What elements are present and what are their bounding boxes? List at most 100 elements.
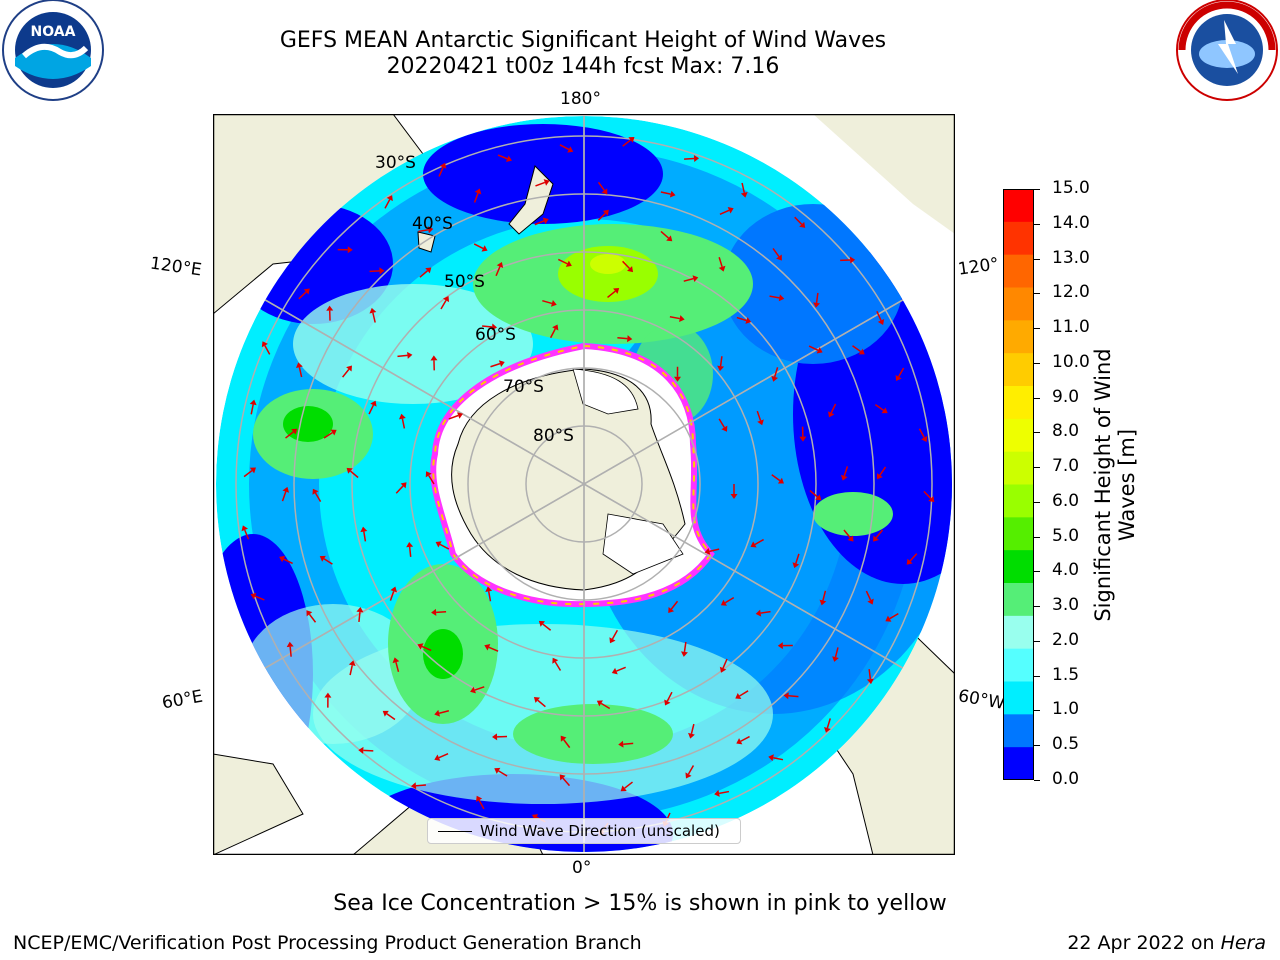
colorbar-tick-mark	[1034, 536, 1040, 538]
colorbar-tick-mark	[1034, 258, 1040, 260]
wave-arrow-shaft	[909, 553, 918, 562]
wave-arrow-shaft	[323, 558, 333, 565]
wave-arrow-shaft	[283, 558, 293, 565]
wave-arrow-shaft	[709, 548, 720, 553]
wave-arrow-shaft	[285, 431, 294, 439]
wave-arrow-head	[847, 535, 854, 542]
wave-arrow-head	[348, 660, 356, 667]
wave-arrow-shaft	[395, 485, 404, 494]
wave-arrow-head	[552, 324, 559, 331]
wave-arrow-shaft	[722, 658, 728, 669]
wave-arrow-head	[719, 666, 727, 673]
wave-arrow-head	[778, 294, 785, 302]
wave-arrow-shaft	[718, 418, 725, 428]
colorbar-tick-label: 12.0	[1052, 282, 1090, 303]
wave-arrow-head	[777, 477, 784, 484]
wave-arrow-shaft	[822, 590, 827, 601]
wave-arrow-shaft	[809, 489, 818, 498]
wave-arrow-shaft	[794, 216, 803, 225]
wave-arrow-head	[745, 317, 752, 324]
colorbar-tick-mark	[1034, 571, 1040, 573]
wave-arrow-head	[824, 727, 831, 733]
wave-arrow-shaft	[308, 613, 317, 623]
wave-arrow-head	[620, 785, 627, 792]
wave-arrow-head	[750, 541, 757, 548]
colorbar-label-line1: Significant Height of Wind	[1091, 348, 1115, 622]
wave-arrow-head	[768, 754, 774, 762]
wave-arrow-head	[674, 376, 682, 382]
wave-arrow-head	[627, 266, 634, 273]
footer-date: 22 Apr 2022 on Hera	[1067, 932, 1266, 954]
wave-arrow-shaft	[289, 646, 292, 657]
wave-arrow-shaft	[498, 770, 508, 777]
noaa-logo: NOAA	[0, 0, 106, 106]
wave-arrow-shaft	[428, 475, 435, 485]
wave-arrow-shaft	[488, 646, 499, 652]
colorbar-segment	[1003, 583, 1034, 617]
wave-arrow-head	[881, 407, 888, 414]
colorbar-tick-mark	[1034, 640, 1040, 642]
ocean-field	[216, 116, 952, 852]
wave-arrow-head	[496, 261, 504, 268]
wave-arrow-shaft	[264, 345, 271, 355]
colorbar-tick-mark	[1034, 293, 1040, 295]
wave-arrow-shaft	[724, 596, 735, 604]
wave-arrow-head	[358, 746, 364, 754]
wave-arrow-head	[680, 651, 688, 657]
wave-arrow-head	[771, 375, 779, 382]
wave-arrow-shaft	[440, 299, 447, 310]
lat-label-40s: 40°S	[412, 214, 453, 234]
wave-arrow-head	[532, 814, 539, 821]
wave-arrow-head	[390, 586, 398, 593]
wave-arrow-head	[485, 586, 493, 593]
wave-arrow-shaft	[534, 220, 545, 226]
wave-arrow-shaft	[622, 260, 631, 270]
colorbar-tick-label: 7.0	[1052, 456, 1080, 477]
wave-arrow-head	[324, 692, 332, 698]
wave-arrow-shaft	[669, 316, 680, 320]
wave-arrow-head	[565, 260, 572, 267]
wave-arrow-head	[596, 700, 603, 707]
wave-arrow-shaft	[490, 362, 501, 368]
colorbar-tick-mark	[1034, 467, 1040, 469]
wave-arrow-shaft	[923, 490, 932, 500]
wave-arrow-shaft	[719, 209, 730, 216]
wave-arrow-head	[538, 620, 545, 627]
wave-arrow-head	[543, 179, 550, 186]
wave-arrow-head	[813, 302, 821, 308]
wave-arrow-head	[799, 436, 807, 442]
wave-arrow-shaft	[683, 641, 687, 653]
wave-arrow-shaft	[773, 367, 779, 378]
wave-arrow-head	[840, 474, 848, 481]
wave-arrow-shaft	[448, 414, 459, 420]
wave-arrow-head	[736, 738, 743, 745]
wave-arrow-shaft	[372, 312, 376, 323]
wave-arrow-shaft	[386, 713, 396, 721]
wave-arrow-shaft	[389, 590, 395, 601]
colorbar-segment	[1003, 517, 1034, 551]
colorbar-tick-label: 10.0	[1052, 351, 1090, 372]
lat-label-50s: 50°S	[444, 272, 485, 292]
wave-arrow-head	[379, 267, 385, 275]
wave-arrow-head	[688, 732, 695, 739]
wave-arrow-shaft	[622, 139, 632, 147]
wave-arrow-head	[250, 592, 257, 600]
wave-arrow-head	[685, 772, 692, 779]
wave-arrow-head	[867, 598, 874, 605]
wave-arrow-head	[866, 678, 874, 685]
wave-arrow-head	[249, 399, 257, 406]
wave-arrow-head	[819, 599, 827, 606]
footer-branch: NCEP/EMC/Verification Post Processing Pr…	[13, 932, 642, 954]
wave-arrow-shaft	[554, 661, 562, 671]
wave-arrow-head	[602, 209, 609, 216]
wave-arrow-shaft	[397, 354, 408, 358]
wave-arrow-shaft	[830, 403, 837, 414]
wave-arrow-shaft	[254, 595, 265, 601]
wave-arrow-head	[757, 419, 764, 426]
wave-arrow-head	[261, 341, 268, 348]
wave-arrow-head	[679, 315, 685, 323]
svg-text:NOAA: NOAA	[31, 24, 76, 40]
map-title: GEFS MEAN Antarctic Significant Height o…	[279, 28, 887, 53]
sea-ice-caption: Sea Ice Concentration > 15% is shown in …	[333, 891, 947, 916]
wave-arrow-shaft	[624, 781, 633, 789]
